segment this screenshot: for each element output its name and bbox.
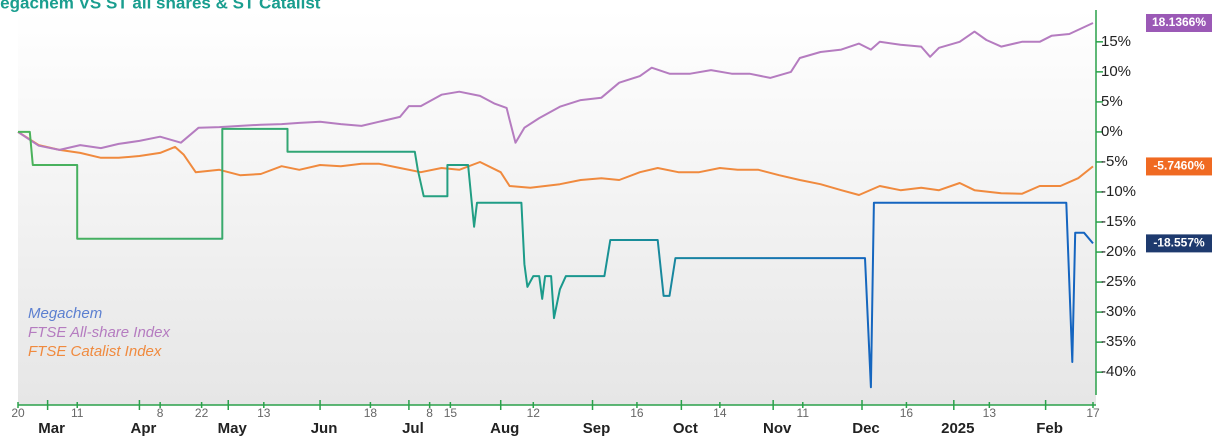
plot-background xyxy=(18,10,1096,405)
x-tick-label: 16 xyxy=(900,406,914,420)
y-tick-label: -15% xyxy=(1101,213,1136,230)
series-line xyxy=(17,22,1094,151)
y-tick-label: -5% xyxy=(1101,153,1128,170)
legend-entry: Megachem xyxy=(28,305,102,322)
y-tick-label: -40% xyxy=(1101,363,1136,380)
x-tick-label: 14 xyxy=(713,406,727,420)
end-label-box xyxy=(1146,13,1212,32)
month-label: Oct xyxy=(673,420,698,437)
month-label: Apr xyxy=(130,420,156,437)
x-tick-label: 12 xyxy=(527,406,541,420)
end-label-box xyxy=(1146,157,1212,176)
month-label: May xyxy=(218,420,248,437)
month-label: Nov xyxy=(763,420,792,437)
x-tick-label: 8 xyxy=(426,406,433,420)
chart-title: Megachem VS ST all shares & ST Catalist xyxy=(0,0,321,12)
x-tick-label: 11 xyxy=(797,406,810,420)
legend-entry: FTSE Catalist Index xyxy=(28,343,162,360)
y-tick-label: 10% xyxy=(1101,63,1131,80)
x-tick-label: 16 xyxy=(630,406,644,420)
end-label: -5.7460% xyxy=(1153,159,1205,173)
x-tick-label: 13 xyxy=(983,406,997,420)
y-tick-label: 15% xyxy=(1101,33,1131,50)
y-tick-label: 5% xyxy=(1101,93,1123,110)
y-tick-label: -30% xyxy=(1101,303,1136,320)
x-tick-label: 17 xyxy=(1086,406,1100,420)
end-label: 18.1366% xyxy=(1152,15,1206,29)
y-tick-label: -25% xyxy=(1101,273,1136,290)
x-tick-label: 11 xyxy=(71,406,84,420)
end-label: -18.557% xyxy=(1153,236,1205,250)
month-label: Jul xyxy=(402,420,424,437)
y-tick-label: -35% xyxy=(1101,333,1136,350)
legend-entry: FTSE All-share Index xyxy=(28,324,170,341)
y-tick-label: -20% xyxy=(1101,243,1136,260)
month-label: Aug xyxy=(490,420,519,437)
y-tick-label: -10% xyxy=(1101,183,1136,200)
month-label: Mar xyxy=(38,420,65,437)
x-tick-label: 13 xyxy=(257,406,271,420)
x-tick-label: 15 xyxy=(444,406,458,420)
month-label: 2025 xyxy=(941,420,974,437)
x-tick-label: 18 xyxy=(364,406,378,420)
x-tick-label: 22 xyxy=(195,406,209,420)
month-label: Feb xyxy=(1036,420,1063,437)
series-line xyxy=(18,127,1094,389)
end-label-box xyxy=(1146,234,1212,253)
x-tick-label: 20 xyxy=(11,406,25,420)
x-tick-label: 8 xyxy=(157,406,164,420)
month-label: Jun xyxy=(311,420,338,437)
y-tick-label: 0% xyxy=(1101,123,1123,140)
month-label: Dec xyxy=(852,420,880,437)
month-label: Sep xyxy=(583,420,611,437)
series-line xyxy=(17,131,1094,196)
